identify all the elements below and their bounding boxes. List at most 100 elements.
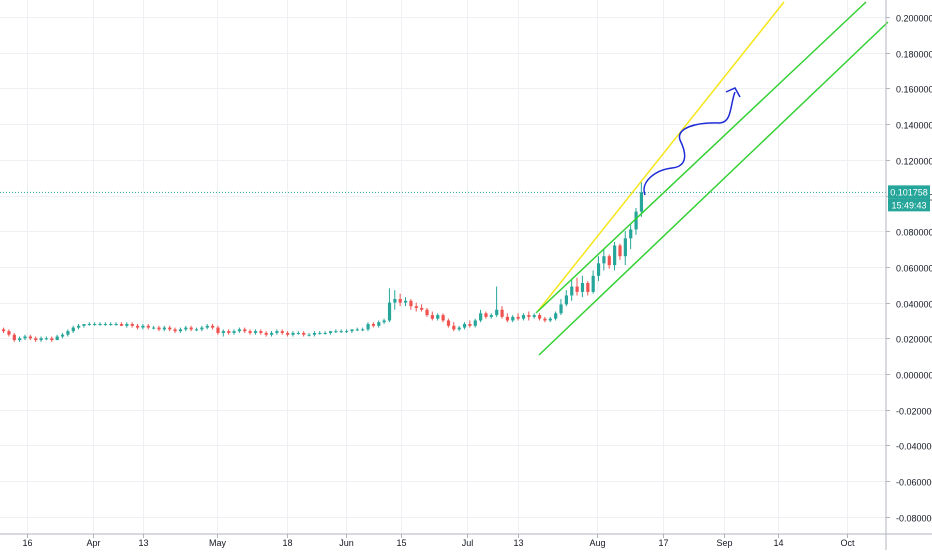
candle-body — [532, 315, 536, 317]
candle-body — [468, 324, 472, 326]
price-tick-label: 0.160000 — [896, 85, 932, 95]
candle-body — [114, 324, 118, 326]
time-tick-label: 16 — [22, 538, 32, 548]
candle-body — [607, 256, 611, 266]
candle-body — [505, 316, 510, 321]
candle-body — [275, 331, 279, 333]
candle-body — [521, 315, 526, 319]
candle-body — [596, 263, 601, 276]
candle-body — [264, 332, 268, 335]
candle-body — [98, 324, 102, 326]
candle-body — [441, 315, 445, 321]
candle-body — [12, 334, 16, 341]
candle-body — [495, 309, 499, 316]
trendline-yellow[interactable] — [537, 1, 785, 312]
time-tick-label: 17 — [658, 538, 668, 548]
candle-body — [629, 229, 633, 239]
candle-body — [377, 322, 381, 326]
time-axis[interactable]: 16 Apr 13 May 18 Jun 15 Jul 13 Aug 17 Sep 14 Oct — [0, 533, 932, 548]
candle-body — [82, 324, 86, 326]
candle-body — [237, 329, 242, 332]
candle-body — [361, 329, 365, 331]
candle-body — [184, 327, 188, 330]
candle-body — [227, 331, 231, 333]
candle-body — [221, 331, 225, 333]
time-tick-label: 15 — [396, 538, 406, 548]
candle-body — [350, 329, 354, 332]
candle-body — [71, 327, 75, 332]
candle-body — [103, 324, 108, 326]
projection-arrow-head — [725, 87, 741, 98]
time-tick-label: Apr — [86, 538, 100, 548]
candle-body — [125, 324, 129, 326]
candle-body — [527, 315, 531, 317]
price-tick-label: 0.000000 — [896, 371, 932, 381]
candle-body — [318, 332, 322, 334]
time-tick-label: Aug — [589, 538, 605, 548]
candle-body — [602, 256, 606, 264]
candle-body — [484, 313, 488, 317]
projection-arrow[interactable] — [643, 91, 736, 196]
candle-body — [66, 331, 70, 335]
price-tick-label: -0.080000 — [896, 514, 932, 524]
candle-body — [559, 304, 563, 314]
candle-body — [18, 338, 22, 341]
candle-body — [516, 316, 520, 319]
candle-body — [93, 324, 97, 326]
candle-body — [109, 324, 113, 326]
candle-body — [345, 331, 349, 333]
candle-body — [259, 331, 263, 333]
candle-body — [55, 336, 59, 341]
candle-body — [334, 331, 338, 333]
price-tick-label: 0.200000 — [896, 14, 932, 24]
candle-body — [39, 338, 43, 341]
candle-body — [457, 327, 461, 330]
price-tick-label: 0.040000 — [896, 300, 932, 310]
candle-body — [119, 324, 124, 326]
price-tick-label: -0.020000 — [896, 407, 932, 417]
drawings — [0, 1, 889, 356]
candle-body — [28, 336, 32, 339]
candle-body — [162, 327, 166, 330]
candle-body — [323, 332, 327, 334]
price-tick-label: 0.180000 — [896, 50, 932, 60]
candle-body — [77, 325, 81, 328]
time-tick-label: 13 — [138, 538, 148, 548]
candle-body — [398, 299, 402, 303]
candle-body — [500, 309, 504, 317]
countdown-text: 15:49:43 — [891, 200, 926, 210]
candle-body — [286, 332, 290, 335]
candle-body — [554, 313, 558, 319]
candle-body — [194, 329, 199, 331]
price-tick-label: 0.120000 — [896, 157, 932, 167]
time-tick-label: 13 — [513, 538, 523, 548]
candle-body — [152, 327, 156, 329]
candle-body — [136, 325, 140, 328]
last-price-text: 0.101758 — [890, 187, 928, 197]
candle-body — [479, 313, 483, 321]
trendline-green-upper[interactable] — [535, 1, 867, 314]
candle-body — [538, 315, 542, 319]
candle-body — [248, 331, 252, 333]
candle-body — [7, 331, 11, 335]
candle-body — [404, 300, 408, 303]
candle-body — [452, 325, 456, 330]
candle-body — [216, 327, 220, 333]
candle-body — [639, 192, 644, 212]
candle-body — [189, 327, 193, 330]
candle-body — [564, 295, 568, 305]
trendline-green-lower[interactable] — [538, 21, 889, 356]
candle-body — [296, 332, 300, 334]
candle-body — [420, 307, 424, 310]
candle-body — [462, 324, 467, 328]
candle-body — [141, 325, 145, 328]
candle-body — [232, 331, 236, 333]
candle-body — [178, 329, 183, 332]
candle-body — [50, 338, 54, 341]
price-tick-label: 0.060000 — [896, 264, 932, 274]
candle-body — [328, 331, 333, 333]
candles — [2, 181, 644, 342]
